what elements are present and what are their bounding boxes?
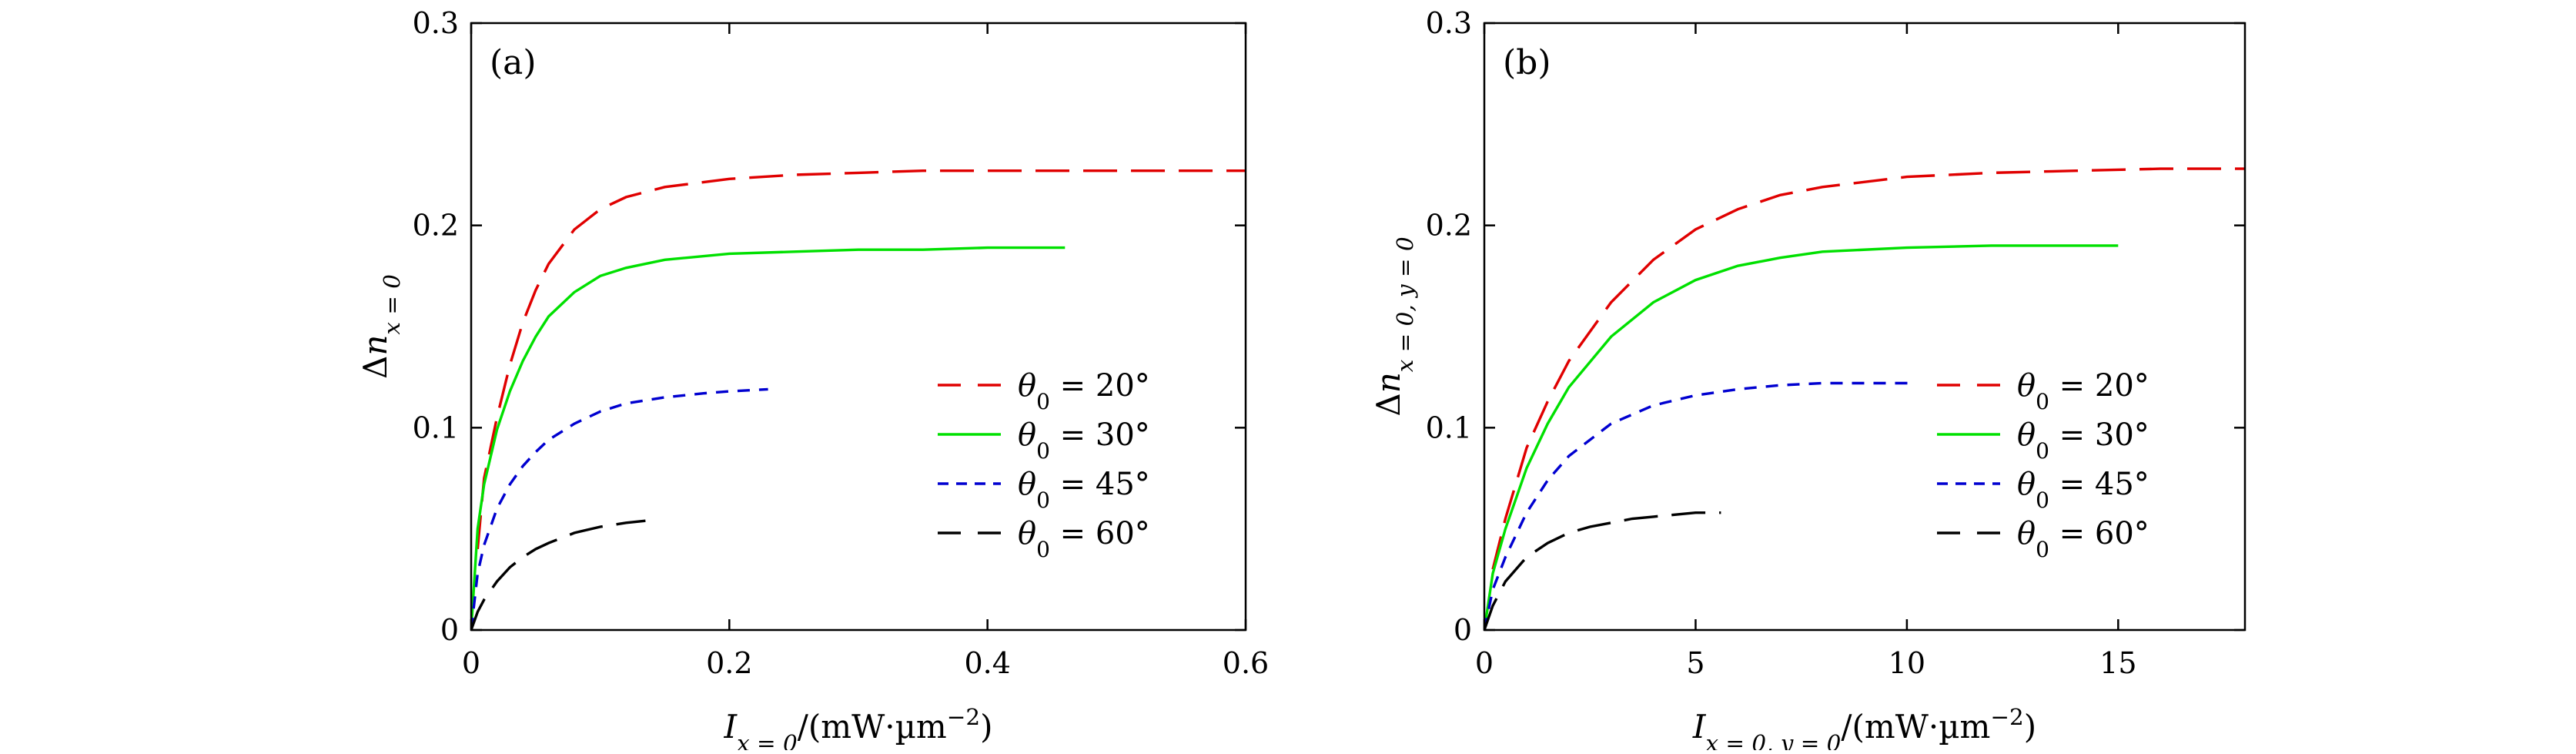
y-tick-label: 0.3	[413, 6, 459, 40]
y-axis-label: Δnx = 0	[356, 274, 405, 379]
legend-label: θ0 = 20°	[1018, 368, 1150, 414]
x-tick-label: 0.4	[964, 646, 1010, 680]
y-tick-label: 0	[440, 613, 459, 647]
legend-label: θ0 = 30°	[2017, 417, 2149, 464]
legend-label: θ0 = 60°	[2017, 516, 2149, 562]
series-line-3	[1484, 381, 1915, 630]
legend-label: θ0 = 45°	[2017, 467, 2149, 513]
y-tick-label: 0.2	[413, 209, 459, 243]
series-line-3	[471, 387, 768, 630]
legend-label: θ0 = 20°	[2017, 368, 2149, 414]
panel-label: (a)	[490, 43, 537, 82]
y-tick-label: 0.1	[1426, 411, 1472, 444]
x-tick-label: 0	[462, 646, 480, 680]
x-tick-label: 10	[1889, 646, 1925, 680]
y-tick-label: 0.3	[1426, 6, 1472, 40]
legend-label: θ0 = 45°	[1018, 467, 1150, 513]
x-axis-label: Ix = 0, y = 0/(mW·µm−2)	[1692, 704, 2036, 750]
series-line-1	[476, 169, 1246, 550]
series-line-2	[471, 246, 1066, 630]
y-tick-label: 0.2	[1426, 209, 1472, 243]
x-axis-label: Ix = 0/(mW·µm−2)	[724, 704, 993, 750]
series-line-4	[1484, 511, 1721, 630]
y-tick-label: 0.1	[413, 411, 459, 444]
series-line-2	[1484, 244, 2119, 630]
y-axis-label: Δnx = 0, y = 0	[1370, 236, 1418, 416]
x-tick-label: 15	[2099, 646, 2136, 680]
x-tick-label: 0.6	[1223, 646, 1269, 680]
plot-frame	[1483, 22, 2246, 632]
x-tick-label: 5	[1686, 646, 1705, 680]
x-tick-label: 0.2	[706, 646, 752, 680]
panel-label: (b)	[1503, 43, 1551, 82]
series-line-4	[471, 519, 646, 630]
plot-frame	[470, 22, 1247, 632]
x-tick-label: 0	[1475, 646, 1494, 680]
series-line-1	[1491, 167, 2245, 570]
legend-label: θ0 = 30°	[1018, 417, 1150, 464]
y-tick-label: 0	[1454, 613, 1472, 647]
legend-label: θ0 = 60°	[1018, 516, 1150, 562]
